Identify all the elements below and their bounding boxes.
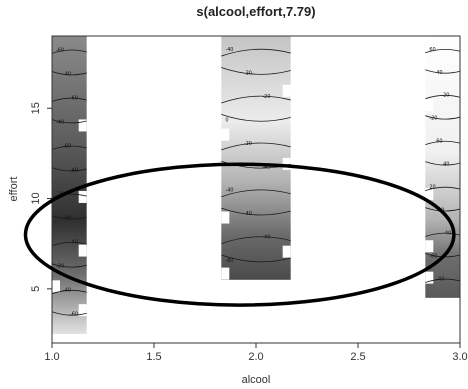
contour-line <box>221 114 291 122</box>
contour-label: -20 <box>244 141 252 147</box>
contour-line <box>425 186 461 191</box>
contour-label: -40 <box>225 47 233 53</box>
contour-label: 40 <box>436 70 442 76</box>
band-notch <box>221 128 230 141</box>
contour-line <box>425 115 461 120</box>
contour-label: -40 <box>262 164 270 170</box>
contour-line <box>425 69 461 74</box>
contour-label: 60 <box>429 47 435 53</box>
contour-label: -60 <box>63 144 71 150</box>
contour-label: 40 <box>443 162 449 168</box>
contour-line <box>51 241 87 247</box>
contour-label: -40 <box>436 276 444 282</box>
contour-line <box>51 289 87 295</box>
contour-line <box>425 140 461 146</box>
contour-label: -40 <box>70 240 78 246</box>
band-notch <box>78 304 87 317</box>
band-notch <box>425 271 434 284</box>
band-notch <box>221 211 230 224</box>
contour-line <box>51 145 87 150</box>
contour-label: -60 <box>63 216 71 222</box>
contour-label: -60 <box>56 47 64 53</box>
contour-line <box>221 48 291 57</box>
x-axis-label: alcool <box>242 374 271 386</box>
contour-line <box>51 71 87 76</box>
y-axis-label: effort <box>8 177 20 202</box>
annotation-ellipse <box>23 162 456 307</box>
contour-line <box>51 49 87 54</box>
contour-label: -60 <box>429 254 437 260</box>
contour-label: -40 <box>70 168 78 174</box>
contour-label: -40 <box>262 235 270 241</box>
contour-label: -40 <box>56 120 64 126</box>
contour-line <box>221 189 291 198</box>
band-notch <box>282 245 291 258</box>
chart-title: s(alcool,effort,7.79) <box>196 4 315 19</box>
band-notch <box>425 98 434 111</box>
contour-line <box>425 161 461 166</box>
contour-label: -40 <box>244 211 252 217</box>
band-notch <box>52 280 60 293</box>
y-axis: 5 10 15 <box>30 102 52 292</box>
band-notch <box>282 157 291 170</box>
contour-label: -60 <box>225 258 233 264</box>
y-tick-label: 5 <box>30 286 42 292</box>
contour-label: -40 <box>443 231 451 237</box>
contour-line <box>221 142 291 151</box>
band-notch <box>425 187 434 200</box>
contour-line <box>221 254 291 263</box>
heatmap-band-alcool-2.0 <box>221 36 291 280</box>
contour-label: -30 <box>244 71 252 77</box>
heatmap-band-alcool-3.0 <box>425 36 460 298</box>
contour-line <box>221 67 291 75</box>
contour-line <box>425 232 461 237</box>
x-tick-label: 1.5 <box>146 351 161 363</box>
contour-line <box>51 263 87 268</box>
x-tick-label: 2.5 <box>350 351 365 363</box>
band-notch <box>221 267 230 280</box>
contour-label: -20 <box>429 116 437 122</box>
contour-line <box>51 215 87 220</box>
contour-line <box>221 236 291 244</box>
x-tick-label: 1.0 <box>44 351 59 363</box>
heatmap-bands <box>52 36 460 334</box>
band-notch <box>78 190 87 203</box>
contour-line <box>425 94 461 100</box>
contour-line <box>51 119 87 124</box>
band-notch <box>282 84 291 97</box>
contour-label: -40 <box>63 71 71 77</box>
contour-label: -20 <box>56 264 64 270</box>
contour-label: -40 <box>63 288 71 294</box>
band-notch <box>425 240 434 253</box>
x-tick-label: 2.0 <box>248 351 263 363</box>
contour-label: -20 <box>262 94 270 100</box>
contour-line <box>221 95 291 104</box>
contour-line <box>51 97 87 102</box>
contour-line <box>425 278 461 283</box>
contour-line <box>425 48 461 54</box>
contour-line <box>221 207 291 216</box>
contour-label: -60 <box>70 312 78 318</box>
contour-label: -60 <box>70 95 78 101</box>
contour-label: 60 <box>436 139 442 145</box>
band-notch <box>78 119 87 132</box>
y-tick-label: 15 <box>30 102 42 114</box>
y-tick-label: 10 <box>30 192 42 204</box>
contour-line <box>51 167 87 172</box>
contour-label: 0 <box>225 117 228 123</box>
contour-label: 20 <box>443 93 449 99</box>
contour-line <box>51 193 87 198</box>
band-notch <box>78 244 87 257</box>
contour-label: -40 <box>225 188 233 194</box>
contour-line <box>51 311 87 316</box>
contour-label: 20 <box>429 185 435 191</box>
x-tick-label: 3.0 <box>452 351 467 363</box>
x-axis: 1.0 1.5 2.0 2.5 3.0 <box>44 343 468 363</box>
